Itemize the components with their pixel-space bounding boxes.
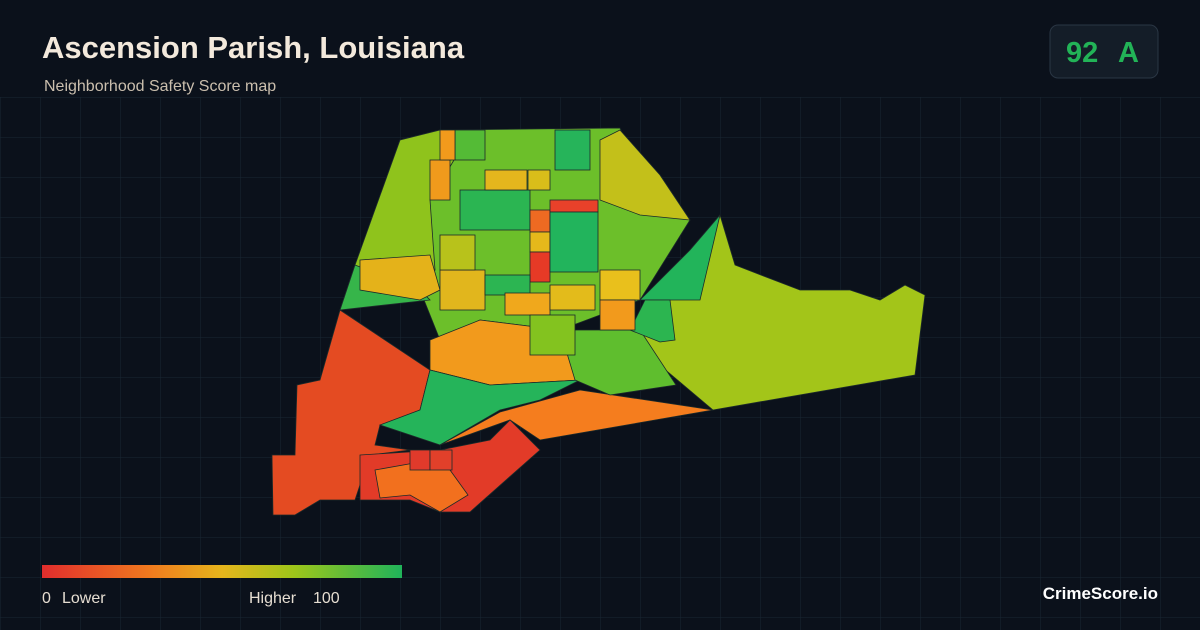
region: [529, 231, 551, 253]
region: [484, 274, 531, 296]
region: [409, 449, 431, 471]
legend-max: 100: [313, 590, 340, 607]
region: [359, 254, 441, 301]
region: [439, 129, 456, 161]
score: 92: [1066, 37, 1098, 69]
region: [454, 129, 486, 161]
legend-min-label: Lower: [62, 590, 106, 607]
region: [484, 169, 528, 191]
subtitle: Neighborhood Safety Score map: [44, 78, 276, 95]
region: [549, 199, 599, 213]
score-badge: [1049, 24, 1159, 79]
region: [429, 449, 453, 471]
brand: CrimeScore.io: [1043, 584, 1158, 603]
region: [439, 234, 476, 271]
grade: A: [1118, 37, 1139, 69]
region: [439, 269, 486, 311]
region: [549, 211, 599, 273]
region: [599, 269, 641, 301]
region: [549, 284, 596, 311]
region: [529, 209, 551, 233]
region: [429, 159, 451, 201]
legend-scale: [42, 565, 402, 578]
region: [599, 129, 691, 221]
legend-min: 0: [42, 590, 51, 607]
region: [629, 299, 676, 343]
map: [271, 127, 926, 516]
region: [529, 251, 551, 283]
region: [554, 129, 591, 171]
region: [527, 169, 551, 191]
legend-max-label: Higher: [249, 590, 297, 607]
region: [504, 292, 551, 316]
region: [459, 189, 531, 231]
region: [599, 299, 636, 331]
title: Ascension Parish, Louisiana: [42, 30, 465, 65]
region: [529, 314, 576, 356]
